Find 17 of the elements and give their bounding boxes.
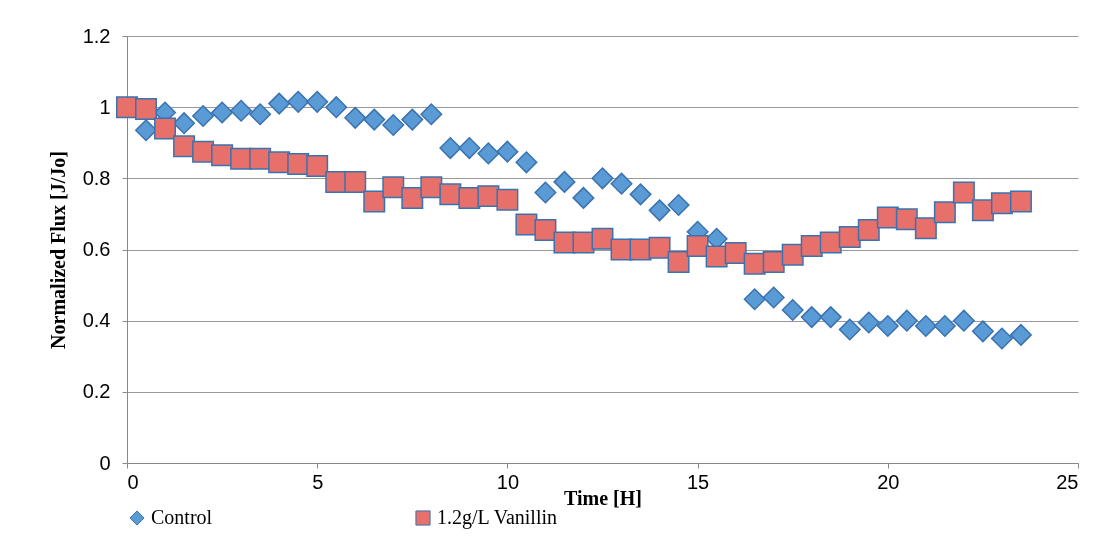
x-tick-label: 10	[496, 470, 520, 493]
y-tick-label: 0.4	[82, 309, 111, 332]
x-axis-title: Time [H]	[564, 486, 642, 509]
y-tick-label: 0.8	[82, 166, 111, 189]
x-tick-label: 0	[127, 470, 139, 493]
y-tick-label: 0.2	[82, 380, 111, 403]
y-tick-label: 1.2	[82, 24, 111, 47]
y-tick-label: 0.6	[82, 238, 111, 260]
x-tick-label: 20	[877, 470, 900, 493]
y-tick-label: 0	[99, 451, 111, 474]
legend-label: Control	[151, 506, 213, 528]
x-tick-label: 15	[686, 470, 710, 493]
y-axis-title: Normalized Flux [J/Jo]	[46, 151, 69, 349]
x-tick-label: 25	[1056, 470, 1079, 493]
y-tick-label: 1	[99, 95, 111, 118]
legend-label: 1.2g/L Vanillin	[437, 506, 557, 529]
x-tick-label: 5	[312, 470, 324, 493]
